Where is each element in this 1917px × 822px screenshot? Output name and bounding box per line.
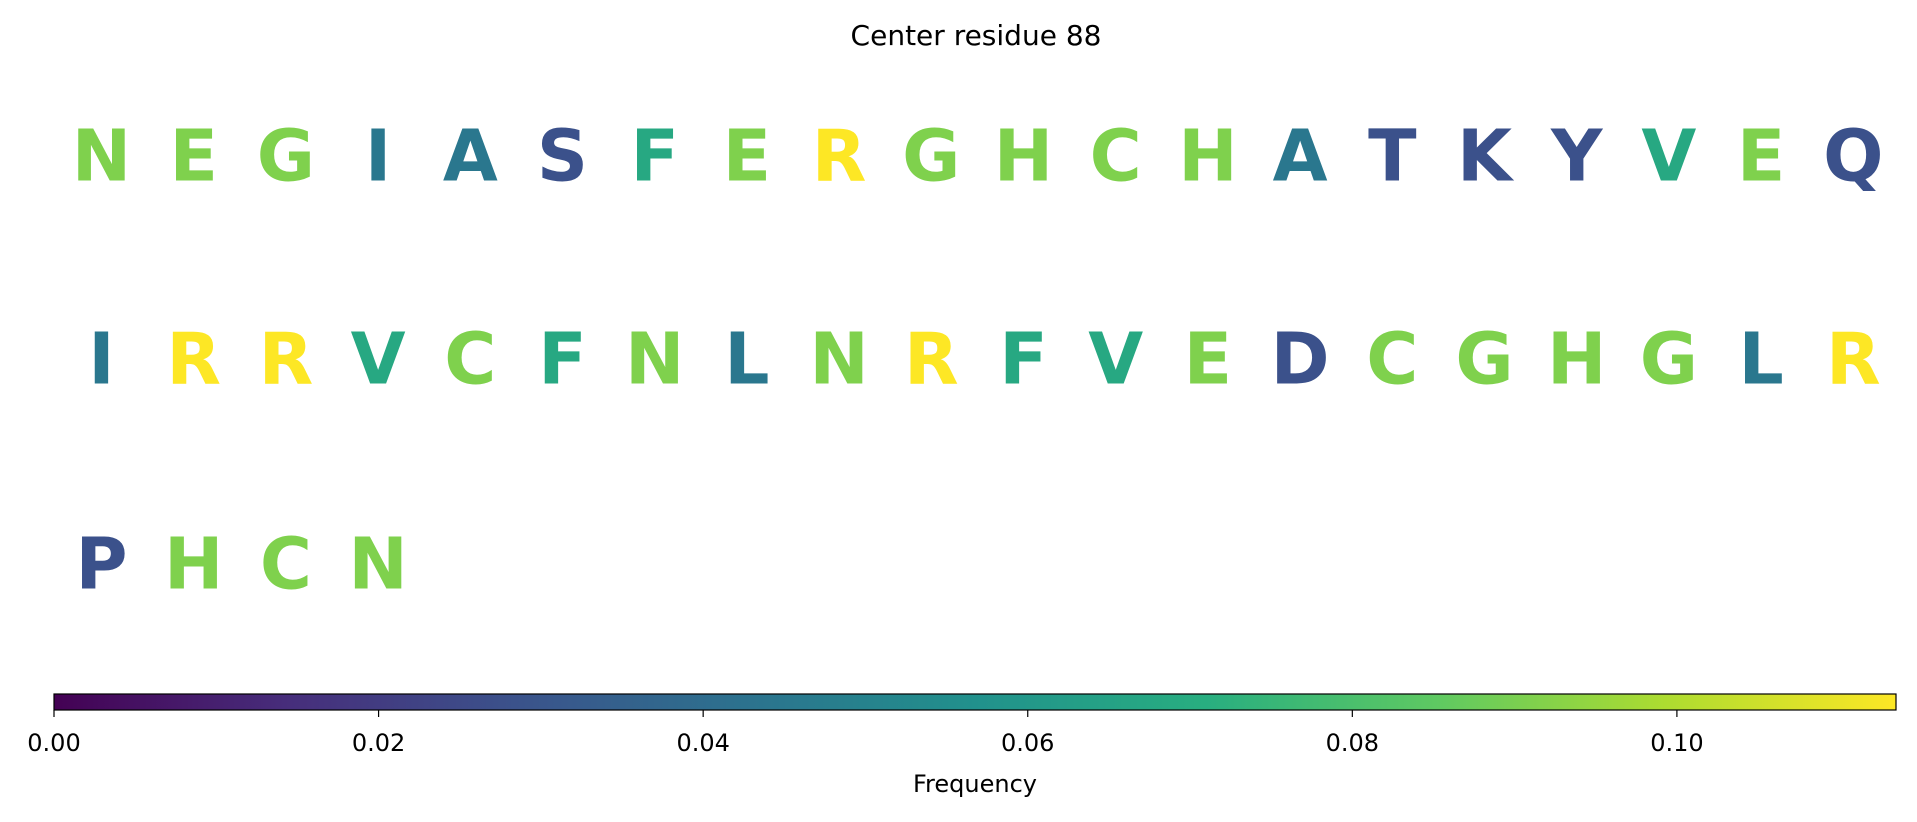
residue: G [1640, 318, 1698, 401]
residue: G [1455, 318, 1513, 401]
residue: A [443, 115, 498, 198]
residue: R [1826, 318, 1881, 401]
tick-label: 0.00 [27, 729, 80, 757]
residue: F [999, 318, 1048, 401]
residue: A [1273, 115, 1328, 198]
residue: V [1641, 115, 1696, 198]
residue: E [723, 115, 772, 198]
residue: N [809, 318, 868, 401]
residue: F [630, 115, 679, 198]
tick-label: 0.10 [1650, 729, 1703, 757]
residue: S [537, 115, 588, 198]
residue: C [260, 523, 312, 606]
residue: R [166, 318, 221, 401]
residue: H [994, 115, 1053, 198]
residue: D [1271, 318, 1330, 401]
residue: H [1178, 115, 1237, 198]
colorbar-label: Frequency [913, 770, 1037, 798]
residue: P [75, 523, 127, 606]
colorbar [53, 693, 1897, 711]
residue: E [169, 115, 218, 198]
residue: I [88, 318, 114, 401]
residue: Y [1550, 115, 1604, 198]
residue: H [164, 523, 223, 606]
residue: N [348, 523, 407, 606]
residue: N [625, 318, 684, 401]
residue: V [1088, 318, 1143, 401]
residue: C [444, 318, 496, 401]
tick-label: 0.06 [1001, 729, 1054, 757]
residue: L [1738, 318, 1783, 401]
residue: H [1547, 318, 1606, 401]
residue: G [902, 115, 960, 198]
residue: L [724, 318, 769, 401]
residue: E [1737, 115, 1786, 198]
residue: C [1090, 115, 1142, 198]
residue: T [1368, 115, 1417, 198]
residue: N [72, 115, 131, 198]
residue: E [1184, 318, 1233, 401]
tick-label: 0.04 [676, 729, 729, 757]
residue: R [259, 318, 314, 401]
tick-label: 0.08 [1326, 729, 1379, 757]
residue: R [904, 318, 959, 401]
residue: C [1366, 318, 1418, 401]
chart-title: Center residue 88 [851, 19, 1102, 52]
residue: R [812, 115, 867, 198]
tick-label: 0.02 [352, 729, 405, 757]
residue: V [351, 318, 406, 401]
residue: F [538, 318, 587, 401]
residue: I [365, 115, 391, 198]
residue: G [257, 115, 315, 198]
residue: K [1457, 115, 1515, 198]
residue: Q [1823, 115, 1883, 198]
